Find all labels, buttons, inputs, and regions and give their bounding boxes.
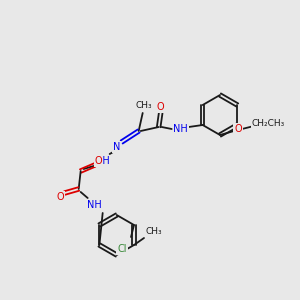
- Text: O: O: [234, 124, 242, 134]
- Text: CH₃: CH₃: [146, 227, 162, 236]
- Text: Cl: Cl: [117, 244, 127, 254]
- Text: NH: NH: [173, 124, 188, 134]
- Text: O: O: [95, 156, 103, 166]
- Text: O: O: [57, 192, 64, 202]
- Text: O: O: [157, 102, 164, 112]
- Text: NH: NH: [95, 156, 110, 166]
- Text: CH₃: CH₃: [135, 100, 152, 109]
- Text: CH₂CH₃: CH₂CH₃: [251, 118, 285, 127]
- Text: N: N: [113, 142, 120, 152]
- Text: NH: NH: [87, 200, 102, 210]
